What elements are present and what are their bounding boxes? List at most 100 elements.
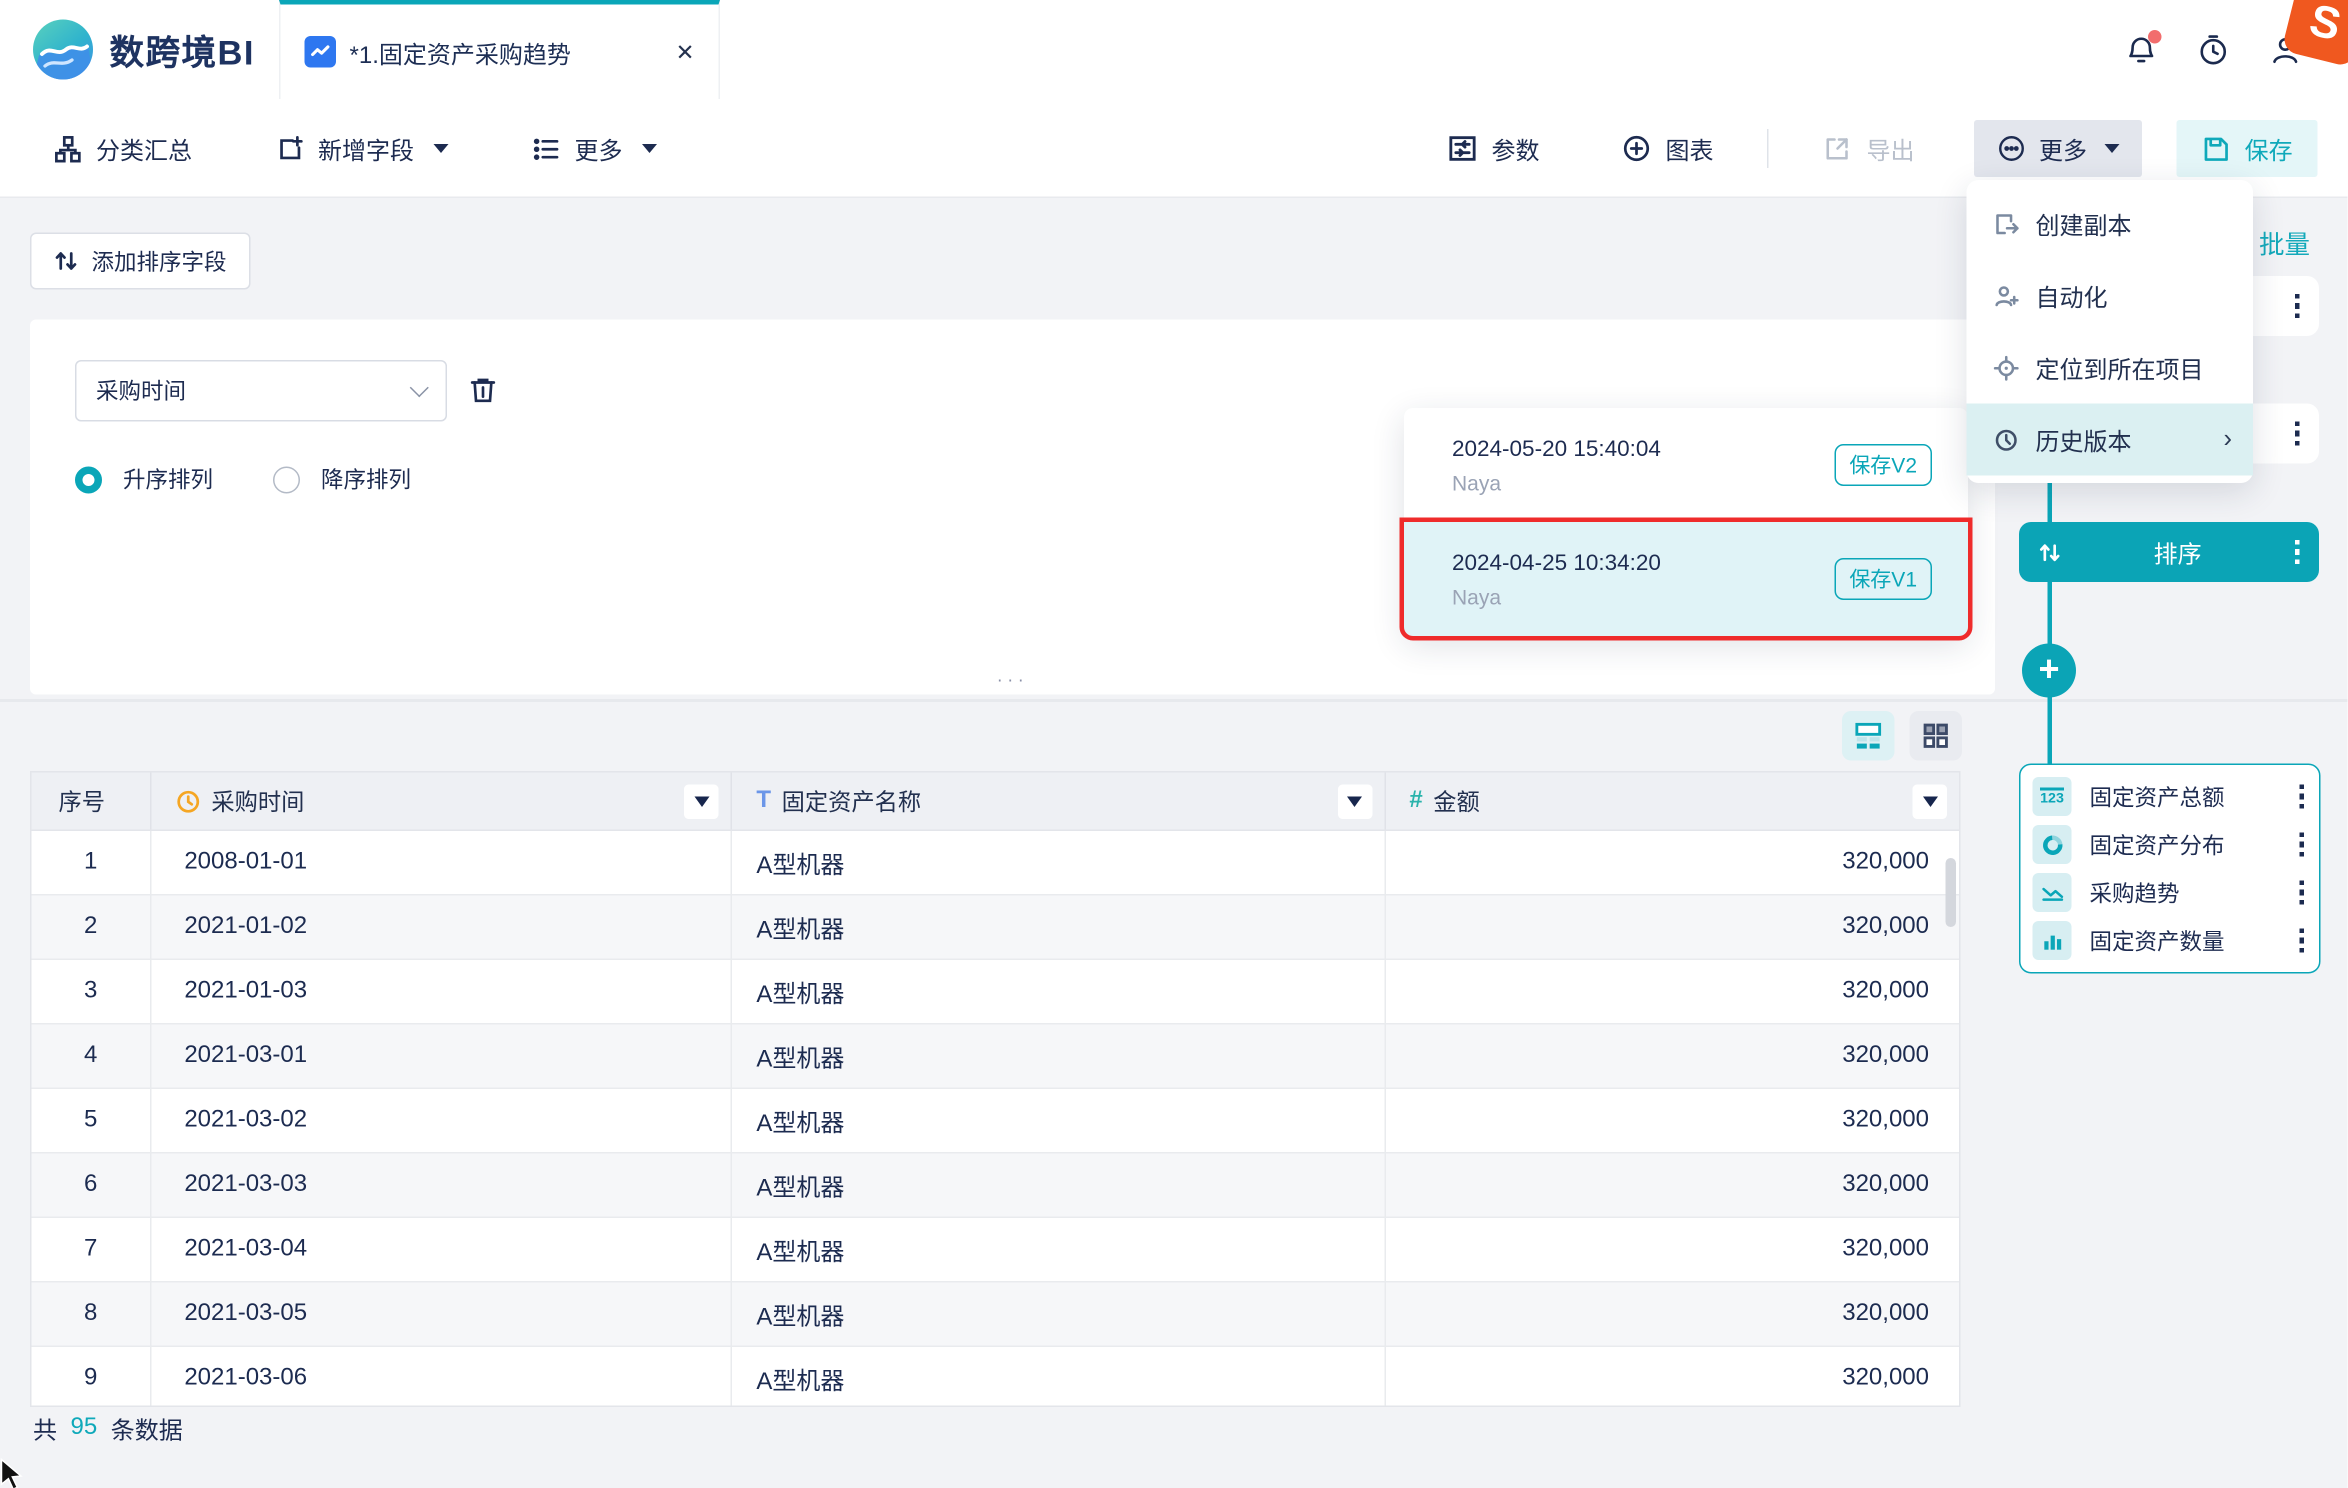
table-row[interactable]: 1 2008-01-01 A型机器 320,000: [31, 831, 1959, 896]
table-row[interactable]: 5 2021-03-02 A型机器 320,000: [31, 1089, 1959, 1154]
add-sort-field-label: 添加排序字段: [91, 249, 227, 276]
cell-amount: 320,000: [1385, 1154, 1959, 1218]
table-row[interactable]: 7 2021-03-04 A型机器 320,000: [31, 1218, 1959, 1283]
sort-node-label: 排序: [2153, 543, 2202, 569]
node-menu-icon[interactable]: [2298, 784, 2304, 809]
toolbar: [0, 99, 2348, 198]
sticker-letter: S: [2305, 0, 2347, 51]
column-filter-button[interactable]: [684, 783, 719, 819]
table-scrollbar[interactable]: [1945, 858, 1956, 927]
column-header-0[interactable]: 序号: [32, 772, 152, 830]
column-filter-button[interactable]: [1337, 783, 1372, 819]
cell-date: 2021-03-06: [151, 1347, 733, 1406]
descending-radio[interactable]: [273, 465, 301, 493]
chart-node-label: 采购趋势: [2089, 881, 2180, 907]
bar-chart-icon: [2032, 921, 2072, 960]
node-menu-icon[interactable]: [2294, 421, 2300, 446]
cell-date: 2021-03-01: [151, 1024, 733, 1089]
more-left-button[interactable]: 更多: [533, 131, 658, 167]
table-row[interactable]: 2 2021-01-02 A型机器 320,000: [31, 895, 1959, 960]
total-prefix: 共: [33, 1419, 58, 1445]
history-version-item[interactable]: 2024-04-25 10:34:20 Naya 保存V1: [1399, 517, 1973, 641]
export-button[interactable]: 导出: [1823, 131, 1915, 167]
node-menu-icon[interactable]: [2298, 832, 2304, 857]
table-row[interactable]: 6 2021-03-03 A型机器 320,000: [31, 1153, 1959, 1218]
column-header-1[interactable]: 采购时间: [151, 772, 733, 830]
add-field-button[interactable]: 新增字段: [276, 131, 449, 167]
column-header-3[interactable]: # 金额: [1385, 773, 1959, 830]
table-row[interactable]: 4 2021-03-01 A型机器 320,000: [31, 1024, 1959, 1089]
chart-node-item[interactable]: 固定资产分布: [2021, 821, 2320, 869]
parameters-button[interactable]: 参数: [1448, 131, 1539, 167]
pane-divider: [0, 699, 2348, 702]
menu-item-create-copy[interactable]: 创建副本: [1967, 188, 2254, 260]
sort-flow-node[interactable]: 排序: [2019, 522, 2319, 582]
version-badge[interactable]: 保存V1: [1834, 558, 1932, 600]
history-version-info: 2024-05-20 15:40:04 Naya: [1452, 436, 1661, 495]
cell-index: 1: [31, 831, 152, 896]
batch-link[interactable]: 批量: [2259, 231, 2310, 260]
tab-close-icon[interactable]: ✕: [675, 39, 695, 66]
save-button[interactable]: 保存: [2177, 120, 2319, 177]
node-menu-icon[interactable]: [2298, 928, 2304, 953]
cell-index: 4: [31, 1024, 152, 1089]
menu-item-history-versions[interactable]: 历史版本 ›: [1966, 403, 2253, 476]
node-menu-icon[interactable]: [2294, 293, 2300, 319]
add-sort-field-button[interactable]: 添加排序字段: [30, 232, 251, 290]
more-left-label: 更多: [574, 139, 623, 166]
sort-direction-radios: 升序排列 降序排列: [75, 464, 450, 496]
chart-node-item[interactable]: 123 固定资产总额: [2021, 773, 2320, 821]
table-view-toggle[interactable]: [1842, 711, 1895, 761]
cell-index: 8: [31, 1282, 152, 1347]
chart-node-item[interactable]: 固定资产数量: [2021, 917, 2320, 965]
history-version-item[interactable]: 2024-05-20 15:40:04 Naya 保存V2: [1404, 408, 1968, 522]
app-logo: 数跨境BI: [33, 19, 255, 80]
history-icon: [1994, 427, 2020, 453]
delete-sort-field-icon[interactable]: [468, 375, 498, 405]
cell-amount: 320,000: [1385, 1025, 1959, 1089]
grid-view-toggle[interactable]: [1909, 711, 1962, 761]
table-row[interactable]: 8 2021-03-05 A型机器 320,000: [31, 1282, 1959, 1347]
logo-icon: [33, 19, 93, 80]
mouse-cursor: [0, 1458, 30, 1488]
more-dropdown-menu: 创建副本 自动化定位到所在项目历史版本 ›: [1966, 180, 2254, 483]
add-node-button[interactable]: +: [2022, 643, 2076, 698]
ascending-label: 升序排列: [123, 468, 214, 494]
cell-amount: 320,000: [1385, 1089, 1959, 1154]
panel-resize-handle[interactable]: ···: [996, 669, 1029, 690]
history-timer-icon[interactable]: [2197, 32, 2232, 67]
toolbar-left-group: 分类汇总 新增字段 更多: [54, 99, 658, 198]
cell-amount: 320,000: [1385, 831, 1959, 896]
tab-fixed-asset-trend[interactable]: *1.固定资产采购趋势 ✕: [279, 0, 720, 99]
total-count: 95: [70, 1414, 98, 1441]
table-row[interactable]: 9 2021-03-06 A型机器 320,000: [32, 1347, 1960, 1406]
node-menu-icon[interactable]: [2294, 539, 2300, 565]
node-menu-icon[interactable]: [2298, 880, 2304, 905]
table-header-row: 序号 采购时间 T 固定资产名称 # 金额: [31, 772, 1959, 831]
cell-date: 2021-03-02: [151, 1089, 733, 1154]
menu-item-automation[interactable]: 自动化: [1967, 260, 2254, 332]
chart-button[interactable]: 图表: [1622, 131, 1714, 167]
notification-bell-icon[interactable]: [2125, 29, 2163, 67]
ascending-radio[interactable]: [75, 465, 102, 493]
pie-chart-icon: [2032, 825, 2072, 864]
sort-field-select[interactable]: 采购时间: [75, 360, 447, 422]
more-right-button[interactable]: 更多: [1974, 120, 2143, 177]
classify-summary-button[interactable]: 分类汇总: [54, 131, 192, 167]
menu-item-label: 定位到所在项目: [2035, 358, 2204, 385]
table-row[interactable]: 3 2021-01-03 A型机器 320,000: [31, 960, 1959, 1025]
column-header-2[interactable]: T 固定资产名称: [732, 772, 1386, 830]
column-filter-button[interactable]: [1912, 783, 1947, 819]
version-badge[interactable]: 保存V2: [1834, 444, 1932, 486]
cell-index: 3: [31, 960, 152, 1025]
filter-dropdown-icon: [694, 795, 710, 807]
plus-icon: +: [2038, 649, 2060, 691]
data-table: 序号 采购时间 T 固定资产名称 # 金额 1 2008-01-01 A型机器 320,000 2…: [30, 771, 1961, 1407]
cell-date: 2021-03-03: [151, 1153, 733, 1218]
chart-node-item[interactable]: 采购趋势: [2021, 869, 2320, 917]
toolbar-divider: [1767, 129, 1770, 168]
text-field-icon: T: [756, 787, 772, 814]
cell-index: 2: [31, 895, 152, 960]
descending-label: 降序排列: [321, 468, 412, 494]
menu-item-locate-project[interactable]: 定位到所在项目: [1967, 332, 2254, 404]
